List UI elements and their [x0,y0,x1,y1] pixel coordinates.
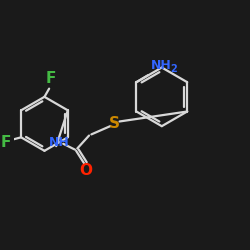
Text: 2: 2 [170,64,177,74]
Text: S: S [109,116,120,131]
Text: F: F [45,71,56,86]
Text: NH: NH [150,58,171,71]
Text: O: O [79,163,92,178]
Text: NH: NH [49,136,70,149]
Text: F: F [0,134,10,150]
